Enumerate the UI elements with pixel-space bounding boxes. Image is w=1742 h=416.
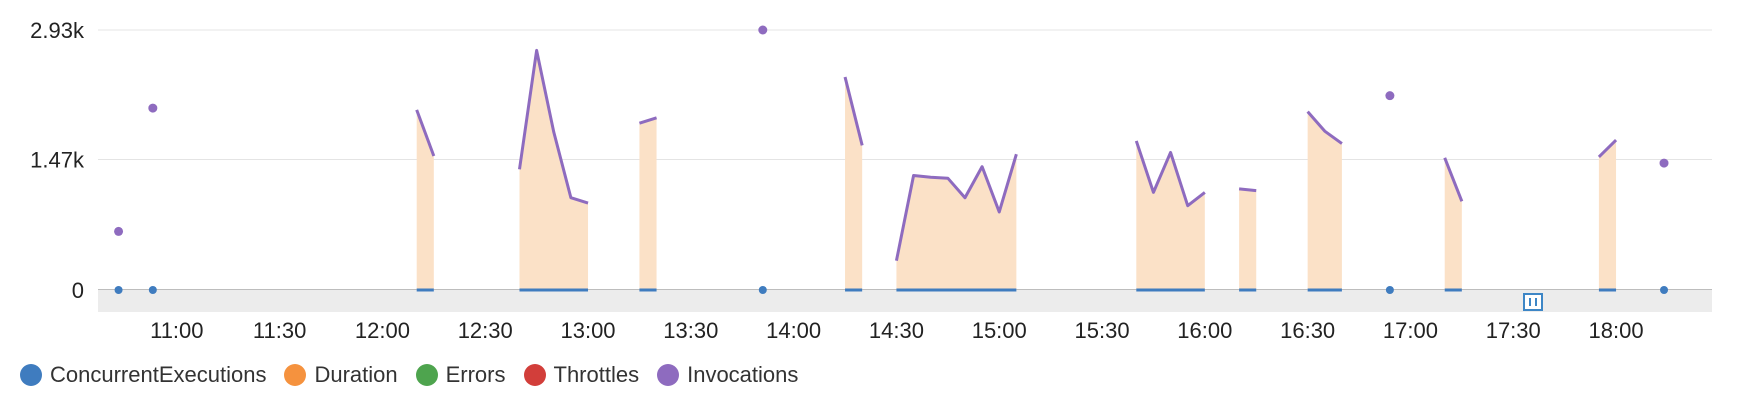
duration-area: [519, 50, 589, 290]
x-tick-label: 12:00: [355, 318, 410, 343]
duration-area-layer: [416, 50, 1617, 291]
y-tick-label: 0: [72, 278, 84, 303]
duration-area: [639, 117, 657, 291]
invocations-point: [114, 226, 124, 236]
x-tick-label: 11:00: [150, 318, 203, 343]
invocations-point: [758, 25, 768, 35]
x-tick-label: 14:00: [766, 318, 821, 343]
invocations-line: [1238, 187, 1257, 193]
duration-area: [1598, 140, 1617, 290]
duration-area: [1307, 111, 1342, 291]
legend-item[interactable]: Duration: [284, 362, 398, 388]
concurrent-executions-point: [1660, 286, 1669, 294]
legend-label: ConcurrentExecutions: [50, 362, 267, 387]
invocations-line: [1597, 138, 1618, 158]
y-tick-label: 1.47k: [30, 148, 85, 173]
y-axis: 2.93k 1.47k 0: [30, 18, 85, 303]
time-range-handle[interactable]: [1523, 293, 1543, 311]
x-tick-label: 15:30: [1075, 318, 1130, 343]
legend: ConcurrentExecutions Duration Errors Thrott…: [20, 362, 798, 388]
invocations-line: [1134, 140, 1206, 208]
x-tick-label: 11:30: [253, 318, 306, 343]
duration-area: [416, 109, 434, 290]
x-tick-label: 16:30: [1280, 318, 1335, 343]
x-tick-label: 14:30: [869, 318, 924, 343]
legend-label: Errors: [445, 362, 506, 387]
invocations-line: [638, 116, 658, 125]
legend-label: Invocations: [687, 362, 799, 387]
invocations-line: [843, 76, 864, 146]
concurrent-executions-point: [758, 286, 767, 294]
invocations-point-layer: [114, 25, 1669, 236]
invocations-point: [148, 103, 158, 113]
concurrent-executions-point: [148, 286, 157, 294]
x-tick-label: 15:00: [972, 318, 1027, 343]
legend-item[interactable]: ConcurrentExecutions: [20, 362, 266, 388]
x-axis: 11:00 11:30 12:00 12:30 13:00 13:30 14:00 14:30…: [150, 318, 1643, 343]
x-tick-label: 13:30: [663, 318, 718, 343]
x-tick-label: 17:30: [1486, 318, 1541, 343]
legend-swatch: [657, 364, 680, 386]
duration-area: [896, 154, 1017, 290]
x-axis-band: [98, 290, 1712, 312]
x-tick-label: 18:00: [1589, 318, 1644, 343]
invocations-line: [518, 48, 589, 205]
legend-label: Duration: [314, 362, 398, 387]
duration-area: [1136, 140, 1205, 290]
invocations-line: [1443, 157, 1464, 202]
x-tick-label: 13:00: [560, 318, 615, 343]
legend-item[interactable]: Throttles: [523, 362, 640, 388]
x-tick-label: 16:00: [1177, 318, 1232, 343]
invocations-line-layer: [415, 48, 1618, 262]
concurrent-executions-point: [1385, 286, 1394, 294]
legend-swatch: [20, 364, 42, 386]
duration-area: [1239, 188, 1257, 290]
y-tick-label: 2.93k: [30, 18, 85, 43]
invocations-point: [1385, 91, 1395, 101]
invocations-line: [894, 153, 1018, 262]
concurrent-executions-layer: [114, 286, 1669, 294]
legend-label: Throttles: [553, 362, 640, 387]
invocations-line: [415, 109, 436, 157]
x-tick-label: 17:00: [1383, 318, 1438, 343]
legend-swatch: [415, 364, 438, 386]
invocations-point: [1659, 158, 1669, 168]
legend-swatch: [284, 364, 307, 386]
legend-item[interactable]: Invocations: [657, 362, 798, 388]
x-tick-label: 12:30: [458, 318, 513, 343]
legend-swatch: [523, 364, 546, 386]
invocations-line: [1306, 110, 1343, 145]
concurrent-executions-point: [114, 286, 123, 294]
legend-item[interactable]: Errors: [415, 362, 506, 388]
